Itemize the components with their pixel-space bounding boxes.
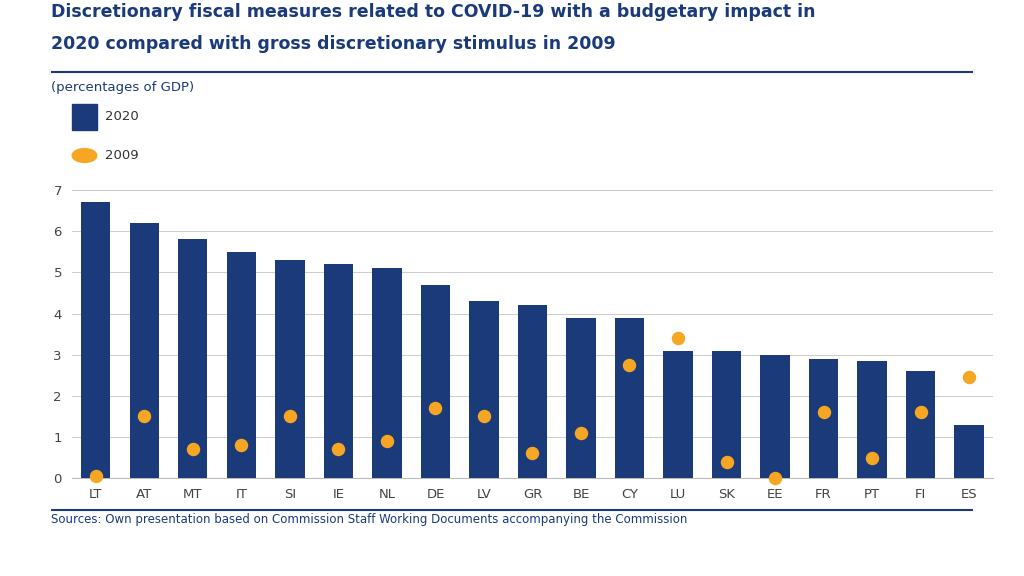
Point <box>331 445 347 454</box>
Point <box>815 408 831 417</box>
Bar <box>906 371 935 478</box>
Text: Discretionary fiscal measures related to COVID-19 with a budgetary impact in: Discretionary fiscal measures related to… <box>51 3 816 21</box>
Point <box>427 404 443 413</box>
Bar <box>615 317 644 478</box>
Point <box>961 373 977 382</box>
Bar <box>566 317 596 478</box>
Bar <box>664 351 692 478</box>
Text: (percentages of GDP): (percentages of GDP) <box>51 81 195 94</box>
Text: 2009: 2009 <box>105 149 139 162</box>
Bar <box>275 260 304 478</box>
Point <box>524 449 541 458</box>
Bar <box>421 285 450 478</box>
Point <box>718 457 734 466</box>
Bar <box>324 264 353 478</box>
Bar <box>809 359 838 478</box>
Point <box>88 471 104 480</box>
Point <box>136 412 153 421</box>
Bar <box>469 301 499 478</box>
Point <box>670 334 686 343</box>
Point <box>184 445 201 454</box>
Point <box>233 441 250 450</box>
Point <box>572 428 589 437</box>
Point <box>282 412 298 421</box>
Bar <box>227 252 256 478</box>
Text: 2020: 2020 <box>105 110 139 123</box>
Bar <box>373 268 401 478</box>
Text: 2020 compared with gross discretionary stimulus in 2009: 2020 compared with gross discretionary s… <box>51 35 615 52</box>
Point <box>379 437 395 446</box>
Text: Sources: Own presentation based on Commission Staff Working Documents accompanyi: Sources: Own presentation based on Commi… <box>51 513 687 526</box>
Point <box>864 453 881 462</box>
Point <box>767 473 783 483</box>
Bar <box>857 361 887 478</box>
Point <box>912 408 929 417</box>
Bar <box>761 355 790 478</box>
Bar <box>712 351 741 478</box>
Bar <box>130 223 159 478</box>
Bar <box>954 425 984 478</box>
Point <box>476 412 493 421</box>
Point <box>622 361 638 370</box>
Bar <box>518 305 547 478</box>
Bar <box>178 240 208 478</box>
Bar <box>81 202 111 478</box>
